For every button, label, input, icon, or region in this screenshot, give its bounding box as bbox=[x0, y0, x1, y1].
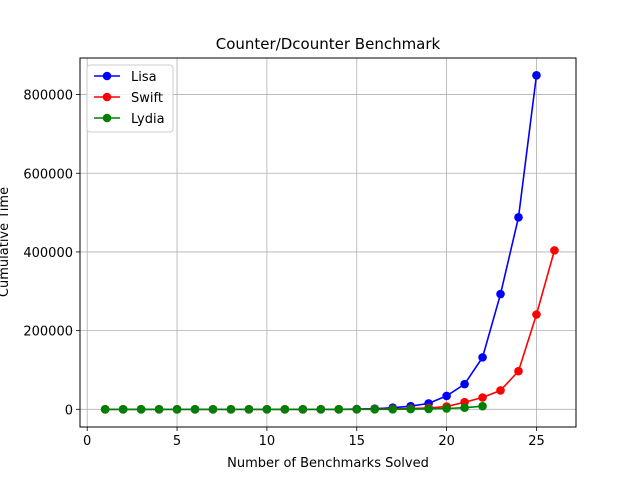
data-point-lydia bbox=[262, 404, 272, 414]
legend-label-lisa: Lisa bbox=[131, 70, 157, 85]
axis-ticks: 0 5 10 15 20 25 0 200000 400000 600000 800000 bbox=[23, 89, 544, 449]
series-line-lydia bbox=[105, 405, 483, 411]
data-point-lydia bbox=[370, 404, 380, 414]
data-point-swift bbox=[478, 393, 487, 402]
data-point-lydia bbox=[424, 404, 433, 414]
data-point-lydia bbox=[388, 404, 397, 414]
data-point-lisa bbox=[532, 71, 541, 80]
data-point-lydia bbox=[244, 404, 254, 414]
data-point-lisa bbox=[514, 213, 523, 222]
x-tick-label: 5 bbox=[173, 434, 181, 449]
y-axis-title: Cumulative Time bbox=[0, 187, 12, 297]
data-point-lydia bbox=[478, 401, 487, 411]
data-point-lydia bbox=[118, 404, 128, 414]
data-point-lydia bbox=[190, 404, 200, 414]
legend-marker-lisa bbox=[102, 71, 112, 81]
legend-label-lydia: Lydia bbox=[131, 112, 165, 127]
y-tick-label: 800000 bbox=[23, 89, 73, 104]
plot-series bbox=[100, 71, 559, 414]
data-point-lydia bbox=[154, 404, 164, 414]
x-tick-label: 10 bbox=[259, 434, 276, 449]
x-tick-label: 0 bbox=[83, 434, 91, 449]
grid bbox=[80, 58, 576, 427]
data-point-lydia bbox=[352, 404, 362, 414]
data-point-lisa bbox=[442, 391, 451, 401]
data-point-lisa bbox=[478, 353, 487, 362]
data-point-swift bbox=[550, 246, 559, 255]
y-tick-label: 200000 bbox=[23, 325, 73, 340]
y-tick-label: 400000 bbox=[23, 246, 73, 261]
data-point-lydia bbox=[406, 404, 415, 414]
plot-frame bbox=[79, 57, 577, 428]
data-point-lydia bbox=[316, 404, 326, 414]
legend-item-lydia: Lydia bbox=[94, 112, 165, 127]
x-axis-title: Number of Benchmarks Solved bbox=[227, 456, 429, 471]
data-point-lydia bbox=[100, 404, 110, 414]
legend-item-swift: Swift bbox=[94, 91, 163, 106]
x-tick-label: 25 bbox=[528, 434, 545, 449]
y-tick-label: 600000 bbox=[23, 167, 73, 182]
data-point-lydia bbox=[280, 404, 290, 414]
data-point-lydia bbox=[136, 404, 146, 414]
chart-title: Counter/Dcounter Benchmark bbox=[216, 35, 441, 53]
series-lydia bbox=[100, 401, 487, 414]
y-tick-label: 0 bbox=[65, 403, 73, 418]
legend-item-lisa: Lisa bbox=[94, 70, 157, 85]
legend-marker-lydia bbox=[102, 113, 112, 123]
x-tick-label: 15 bbox=[348, 434, 365, 449]
data-point-lydia bbox=[460, 403, 469, 413]
data-point-lydia bbox=[226, 404, 236, 414]
data-point-lydia bbox=[442, 404, 451, 413]
data-point-lydia bbox=[208, 404, 218, 414]
data-point-lydia bbox=[172, 404, 182, 414]
data-point-lydia bbox=[298, 404, 308, 414]
data-point-lisa bbox=[460, 379, 469, 389]
data-point-swift bbox=[496, 386, 505, 395]
data-point-swift bbox=[514, 366, 523, 376]
data-point-lydia bbox=[334, 404, 344, 414]
data-point-lisa bbox=[496, 289, 505, 299]
legend: Lisa Swift Lydia bbox=[86, 64, 174, 133]
legend-label-swift: Swift bbox=[131, 91, 163, 106]
data-point-swift bbox=[532, 310, 541, 319]
legend-marker-swift bbox=[102, 92, 112, 102]
x-tick-label: 20 bbox=[438, 434, 455, 449]
